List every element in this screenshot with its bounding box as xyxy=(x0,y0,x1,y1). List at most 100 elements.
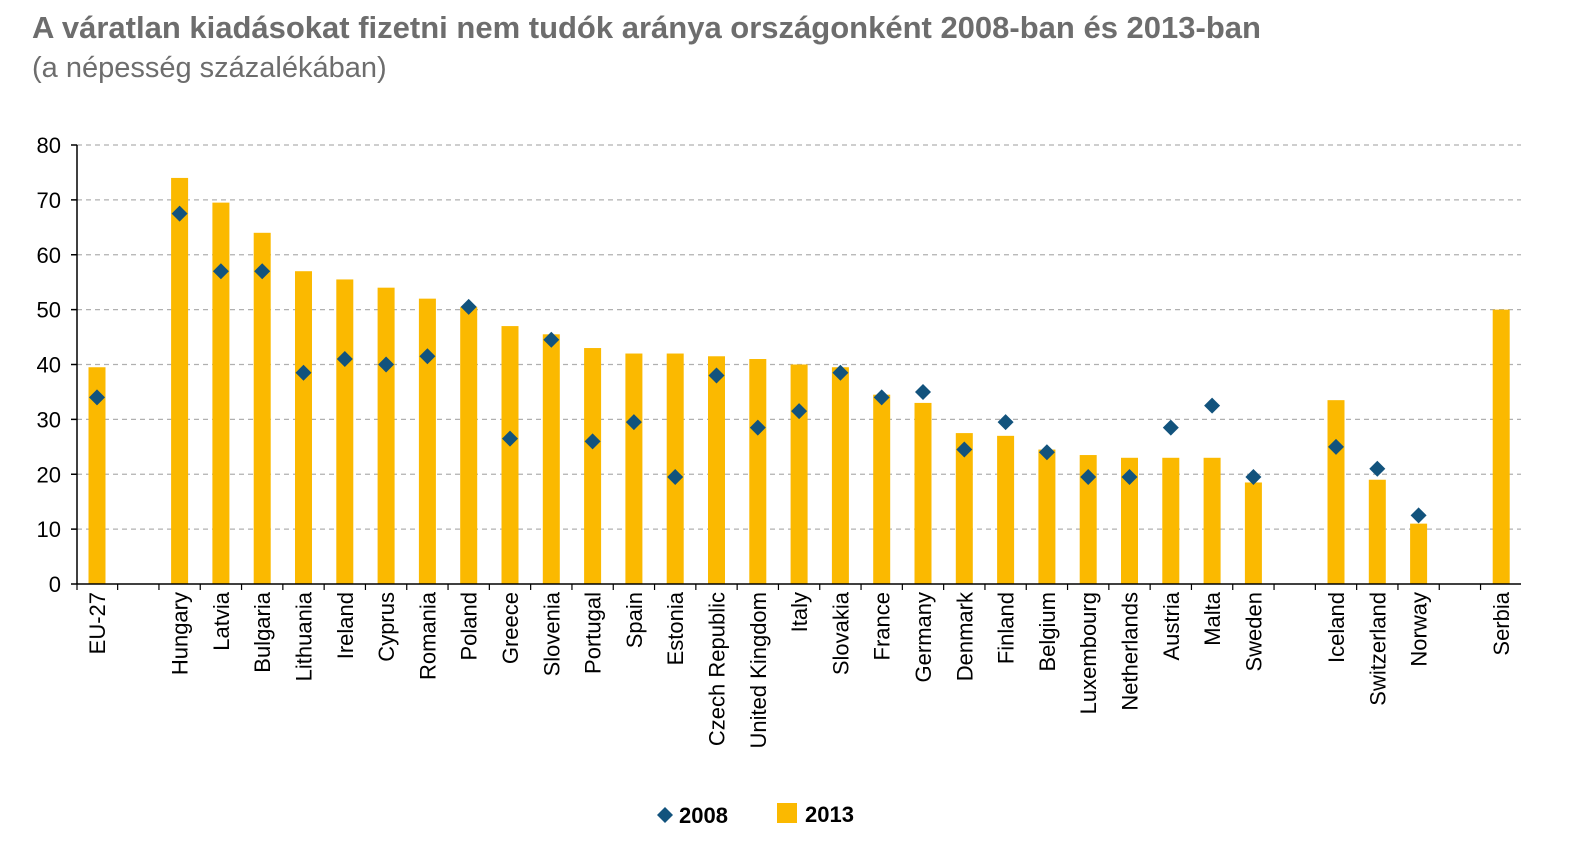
x-category-label: Slovakia xyxy=(828,591,853,675)
y-tick-label: 20 xyxy=(37,462,61,487)
x-category-label: Malta xyxy=(1200,591,1225,646)
marker-2008 xyxy=(543,331,560,348)
chart-title: A váratlan kiadásokat fizetni nem tudók … xyxy=(32,10,1261,45)
x-category-label: Sweden xyxy=(1241,592,1266,672)
bar-2013 xyxy=(708,356,725,584)
marker-2008 xyxy=(1245,468,1262,485)
x-category-label: Lithuania xyxy=(292,591,317,681)
x-category-label: Portugal xyxy=(581,592,606,674)
legend-label-2013: 2013 xyxy=(805,802,854,827)
markers-2008 xyxy=(89,205,1427,524)
marker-2008 xyxy=(708,367,725,384)
x-category-label: United Kingdom xyxy=(746,592,771,749)
marker-2008 xyxy=(1204,397,1221,414)
bar-2013 xyxy=(955,433,973,584)
axis-labels: 0 10 20 30 40 50 60 70 80 EU-27 Hungary Latvia Bulga… xyxy=(37,133,1515,749)
x-category-label: Germany xyxy=(911,592,936,682)
x-category-label: Estonia xyxy=(663,591,688,665)
y-tick-label: 0 xyxy=(49,572,61,597)
axes xyxy=(71,144,1521,590)
y-tick-label: 10 xyxy=(37,517,61,542)
bar-2013 xyxy=(1162,457,1180,584)
marker-2008 xyxy=(378,356,395,373)
bar-2013 xyxy=(914,402,932,584)
bar-2013 xyxy=(336,279,354,584)
marker-2008 xyxy=(749,419,766,436)
legend-marker-2008 xyxy=(657,807,673,823)
bar-2013 xyxy=(831,367,849,584)
marker-2008 xyxy=(254,263,271,280)
marker-2008 xyxy=(873,389,890,406)
x-category-label: Serbia xyxy=(1489,591,1514,655)
legend: 2008 2013 xyxy=(657,802,854,828)
marker-2008 xyxy=(625,414,642,431)
marker-2008 xyxy=(1038,444,1055,461)
marker-2008 xyxy=(1410,507,1427,524)
x-category-label: Belgium xyxy=(1035,592,1060,671)
bar-2013 xyxy=(625,353,643,584)
bar-2013 xyxy=(253,232,271,585)
bar-2013 xyxy=(377,287,395,584)
x-category-label: Netherlands xyxy=(1118,592,1143,711)
marker-2008 xyxy=(997,414,1014,431)
marker-2008 xyxy=(212,263,229,280)
x-category-label: Austria xyxy=(1159,591,1184,660)
marker-2008 xyxy=(791,403,808,420)
bar-2013 xyxy=(295,271,312,584)
marker-2008 xyxy=(336,351,353,368)
legend-marker-2013 xyxy=(777,803,797,823)
x-category-label: EU-27 xyxy=(85,592,110,654)
bar-2013 xyxy=(584,348,602,584)
y-tick-label: 80 xyxy=(37,133,61,158)
bar-2013 xyxy=(1492,309,1510,584)
x-category-label: Latvia xyxy=(209,591,234,650)
bar-2013 xyxy=(666,353,684,584)
marker-2008 xyxy=(915,383,931,400)
marker-2008 xyxy=(419,348,436,365)
bar-2013 xyxy=(1203,457,1221,584)
x-category-label: Denmark xyxy=(952,591,977,681)
x-category-label: Romania xyxy=(415,591,440,680)
x-category-label: Ireland xyxy=(333,592,358,659)
marker-2008 xyxy=(1162,419,1179,436)
bar-2013 xyxy=(460,306,478,584)
x-category-label: Cyprus xyxy=(374,592,399,662)
marker-2008 xyxy=(832,364,849,381)
bar-2013 xyxy=(542,334,560,584)
bar-2013 xyxy=(418,298,436,584)
marker-2008 xyxy=(956,441,973,458)
marker-2008 xyxy=(460,298,477,315)
bar-2013 xyxy=(1079,455,1097,584)
bars-2013 xyxy=(88,177,1510,585)
marker-2008 xyxy=(89,389,105,406)
bar-2013 xyxy=(873,394,891,584)
bar-2013 xyxy=(1368,479,1386,584)
marker-2008 xyxy=(171,205,188,222)
x-category-label: France xyxy=(870,592,895,660)
x-category-label: Italy xyxy=(787,592,812,632)
bar-2013 xyxy=(1244,482,1262,584)
x-category-label: Norway xyxy=(1407,592,1432,667)
x-category-label: Poland xyxy=(457,592,482,661)
x-category-label: Spain xyxy=(622,592,647,648)
y-tick-label: 30 xyxy=(37,407,61,432)
marker-2008 xyxy=(295,364,312,381)
bar-2013 xyxy=(1327,400,1345,584)
x-category-label: Iceland xyxy=(1324,592,1349,663)
marker-2008 xyxy=(1328,438,1344,455)
y-tick-label: 60 xyxy=(37,243,61,268)
bar-2013 xyxy=(171,177,189,585)
marker-2008 xyxy=(584,433,601,450)
chart-subtitle: (a népesség százalékában) xyxy=(32,52,387,84)
x-category-label: Bulgaria xyxy=(250,591,275,672)
marker-2008 xyxy=(502,430,518,447)
bar-2013 xyxy=(1410,523,1428,584)
x-category-label: Luxembourg xyxy=(1076,592,1101,714)
bar-2013 xyxy=(790,364,808,584)
bar-2013 xyxy=(1121,457,1138,584)
marker-2008 xyxy=(1080,468,1097,485)
x-category-label: Switzerland xyxy=(1365,592,1390,706)
bar-2013 xyxy=(997,435,1015,584)
marker-2008 xyxy=(1369,460,1386,477)
